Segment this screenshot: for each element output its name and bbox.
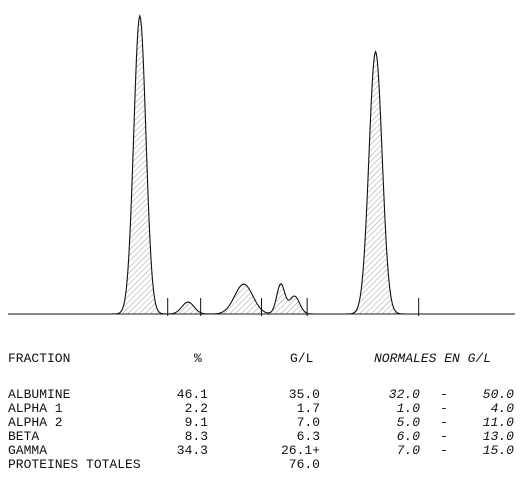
row-normal-dash: -	[440, 415, 448, 430]
row-normal-high: 11.0	[482, 415, 514, 430]
row-normal-dash: -	[440, 443, 448, 458]
row-percent: 9.1	[184, 415, 208, 430]
total-value: 76.0	[288, 457, 320, 472]
row-normal-low: 1.0	[396, 401, 420, 416]
curve-line	[8, 14, 515, 315]
row-fraction-name: BETA	[8, 429, 40, 444]
row-percent: 34.3	[176, 443, 208, 458]
curve-fill	[8, 16, 515, 314]
header-normales: NORMALES EN G/L	[374, 351, 492, 366]
row-normal-low: 7.0	[396, 443, 420, 458]
electrophoresis-curve-chart	[8, 14, 515, 316]
row-normal-low: 6.0	[396, 429, 420, 444]
total-label: PROTEINES TOTALES	[8, 457, 141, 472]
row-normal-high: 13.0	[482, 429, 514, 444]
row-percent: 46.1	[176, 387, 208, 402]
row-gl: 26.1+	[280, 443, 320, 458]
header-gl: G/L	[290, 351, 314, 366]
row-fraction-name: ALPHA 2	[8, 415, 63, 430]
header-fraction: FRACTION	[8, 351, 71, 366]
row-normal-high: 4.0	[490, 401, 514, 416]
row-normal-dash: -	[440, 387, 448, 402]
row-fraction-name: GAMMA	[8, 443, 48, 458]
header-percent: %	[194, 351, 202, 366]
row-normal-dash: -	[440, 401, 448, 416]
row-gl: 7.0	[296, 415, 320, 430]
row-fraction-name: ALBUMINE	[8, 387, 71, 402]
row-gl: 6.3	[296, 429, 320, 444]
row-normal-dash: -	[440, 429, 448, 444]
row-normal-high: 15.0	[482, 443, 514, 458]
row-gl: 35.0	[288, 387, 320, 402]
row-gl: 1.7	[296, 401, 320, 416]
row-normal-low: 32.0	[388, 387, 420, 402]
row-percent: 2.2	[184, 401, 208, 416]
row-percent: 8.3	[184, 429, 208, 444]
row-fraction-name: ALPHA 1	[8, 401, 63, 416]
row-normal-low: 5.0	[396, 415, 420, 430]
row-normal-high: 50.0	[482, 387, 514, 402]
